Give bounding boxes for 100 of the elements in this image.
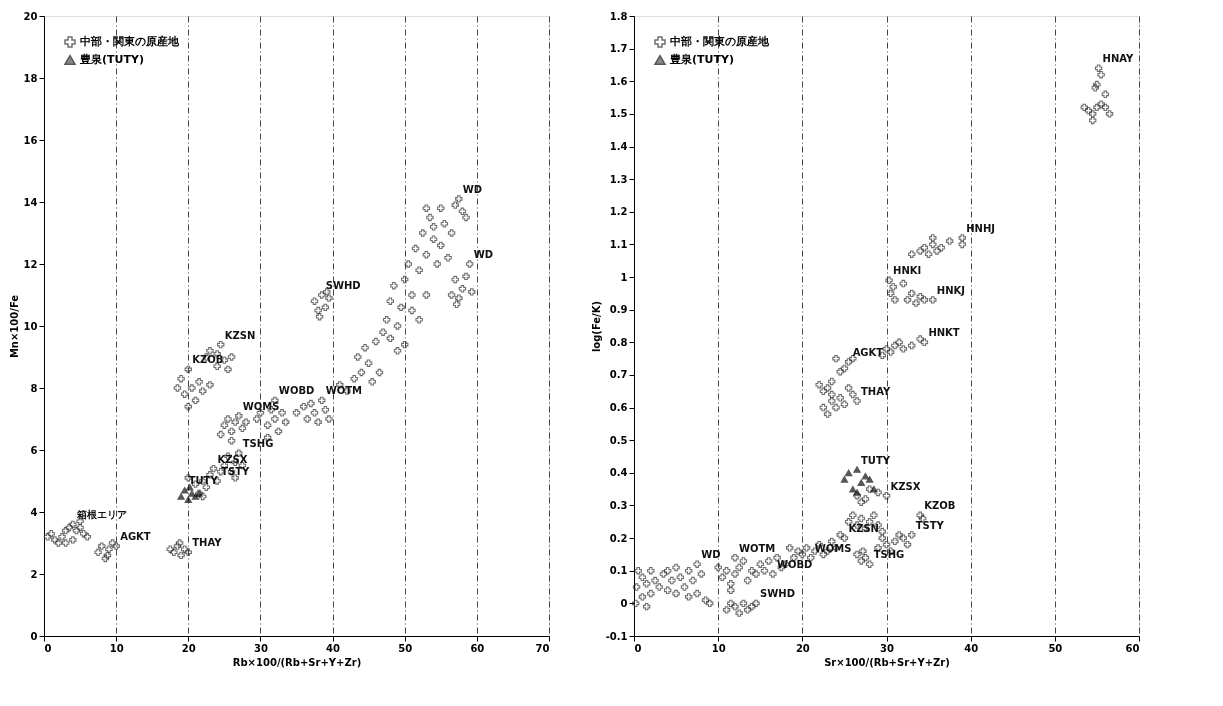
annotation: TSTY [221,466,250,477]
annotation: THAY [861,386,892,398]
annotation: KZSN [848,523,879,535]
y-tick-label: 1.2 [609,206,628,218]
point [844,469,853,477]
annotation: WOBD [278,385,315,397]
annotation: TUTY [861,454,891,466]
annotation: HNKT [928,327,960,339]
y-tick-label: 1.5 [609,108,628,120]
y-tick-label: 0.7 [609,369,628,381]
y-tick-label: 14 [23,196,38,208]
x-tick-label: 10 [109,642,124,654]
legend-label: 中部・関東の原産地 [80,35,180,48]
x-axis-title: Rb×100/(Rb+Sr+Y+Zr) [232,656,362,668]
y-tick-label: 16 [23,134,38,146]
y-tick-label: 12 [23,258,38,270]
annotation: WD [462,183,483,195]
annotation: WOMS [242,400,280,412]
x-tick-label: 20 [181,642,196,654]
y-tick-label: 0 [620,597,628,609]
y-tick-label: 0.9 [609,304,628,316]
x-tick-label: 60 [1125,642,1140,654]
annotation: SWHD [325,280,361,291]
annotation: TSHG [873,549,905,561]
y-tick-label: 0.6 [609,402,628,414]
annotation: WOBD [776,559,813,570]
annotation: 箱根エリア [75,509,127,521]
annotation: TSHG [242,438,274,450]
y-tick-label: 0.8 [609,336,628,348]
annotation: WD [473,249,493,260]
y-tick-label: 10 [23,320,38,332]
x-tick-label: 50 [1048,642,1063,654]
x-tick-label: 0 [44,642,52,654]
point [184,496,192,503]
y-tick-label: 0.5 [609,434,628,446]
point [849,485,857,493]
annotation: HNAY [1102,53,1135,65]
annotation: HNKI [893,265,922,277]
y-tick-label: 20 [23,10,38,22]
y-tick-label: 1.1 [609,238,628,250]
y-tick-label: 0.3 [609,499,628,511]
y-tick-label: 0.1 [609,565,628,577]
point [180,487,189,494]
x-tick-label: 50 [398,642,413,654]
point [186,483,194,491]
annotation: KZSX [217,453,248,465]
legend-label: 豊泉(TUTY) [79,53,144,66]
y-tick-label: 0.2 [609,532,628,544]
x-tick-label: 30 [880,642,894,654]
y-tick-label: 1.4 [609,141,628,153]
annotation: HNHJ [966,222,996,234]
legend-label: 中部・関東の原産地 [670,35,770,48]
y-tick-label: 2 [30,568,38,580]
annotation: TUTY [188,475,219,487]
point [840,476,849,483]
point [865,476,874,483]
annotation: KZOB [924,500,956,512]
y-tick-label: -0.1 [605,630,628,642]
y-tick-label: 1 [620,271,628,283]
y-tick-label: 1.3 [609,173,628,185]
y-tick-label: 18 [23,72,38,84]
point [870,485,878,493]
y-axis-title: Mn×100/Fe [8,294,20,359]
annotation: HNKJ [936,284,966,296]
legend-label: 豊泉(TUTY) [669,53,734,66]
y-tick-label: 0 [30,630,38,642]
y-tick-label: 1.7 [609,43,628,55]
point [177,493,185,500]
x-tick-label: 30 [253,642,268,654]
annotation: WOMS [814,542,852,554]
x-tick-label: 0 [634,642,642,654]
annotation: WD [701,549,721,561]
annotation: KZSN [224,329,256,341]
y-tick-label: 6 [30,444,38,456]
x-tick-label: 70 [535,642,550,654]
x-axis-title: Sr×100/(Rb+Sr+Y+Zr) [824,656,950,668]
annotation: KZSX [890,480,921,492]
x-tick-label: 20 [795,642,810,654]
point [861,472,870,480]
point [188,490,196,497]
y-tick-label: 0.4 [609,467,628,479]
point [857,479,865,486]
x-tick-label: 40 [964,642,979,654]
y-axis-title: log(Fe/K) [590,300,602,353]
x-tick-label: 40 [326,642,341,654]
y-tick-label: 4 [30,506,38,518]
annotation: KZOB [192,354,224,366]
annotation: TSTY [915,519,945,531]
point [853,489,861,496]
annotation: THAY [192,537,223,549]
annotation: AGKT [852,346,884,358]
x-tick-label: 60 [470,642,485,654]
y-tick-label: 1.6 [609,75,628,87]
y-tick-label: 8 [30,382,38,394]
annotation: AGKT [120,531,151,543]
point [853,466,861,473]
x-tick-label: 10 [711,642,726,654]
annotation: SWHD [760,588,795,600]
y-tick-label: 1.8 [609,10,628,22]
annotation: WOTM [739,542,776,554]
